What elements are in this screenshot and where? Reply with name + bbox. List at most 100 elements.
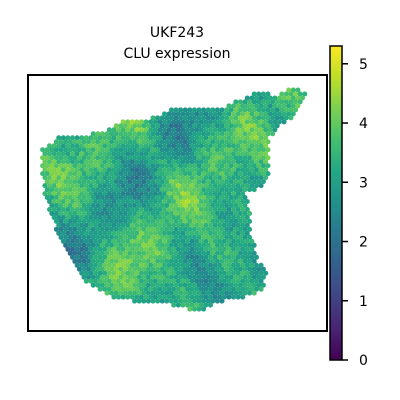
spot: [148, 119, 154, 125]
spot: [219, 203, 225, 208]
spot: [113, 250, 119, 256]
spot: [72, 139, 78, 145]
spot: [157, 175, 163, 181]
spot: [196, 155, 202, 161]
spot: [242, 218, 248, 224]
spot: [178, 226, 184, 232]
spot: [116, 143, 121, 149]
spot: [150, 123, 156, 129]
spot: [237, 139, 243, 145]
spot: [106, 254, 112, 260]
spot: [65, 199, 71, 204]
spot: [88, 191, 94, 197]
spot: [164, 155, 170, 161]
spot: [90, 266, 96, 272]
spot: [111, 230, 117, 236]
spot: [162, 222, 167, 228]
spot: [99, 195, 105, 200]
spot: [109, 274, 115, 280]
spot: [189, 207, 195, 212]
spot: [70, 191, 75, 197]
spot: [97, 183, 103, 189]
spot: [226, 135, 232, 141]
spot: [173, 282, 179, 288]
plot-frame: [27, 74, 328, 332]
spot: [228, 203, 234, 208]
spot: [104, 218, 110, 224]
spot: [141, 179, 147, 185]
spot: [224, 139, 230, 145]
spot: [182, 250, 188, 256]
spot: [254, 103, 259, 109]
spot: [201, 163, 207, 169]
spot: [155, 298, 161, 304]
spot: [210, 179, 216, 185]
spot: [155, 234, 161, 240]
spot: [88, 222, 94, 228]
spot: [272, 103, 278, 109]
spot: [49, 179, 55, 185]
spot: [175, 183, 181, 189]
spot: [58, 155, 64, 161]
spot: [242, 266, 248, 272]
spot: [162, 159, 167, 165]
spot: [201, 187, 207, 193]
spot: [81, 250, 87, 256]
spot: [125, 215, 131, 220]
spot: [152, 254, 158, 260]
spot: [74, 230, 80, 236]
spot: [102, 246, 108, 252]
spot: [164, 123, 170, 129]
spot: [247, 211, 253, 216]
spot: [90, 211, 96, 216]
colorbar-tick-label: 2: [359, 235, 368, 251]
spot: [134, 191, 140, 197]
spot: [127, 290, 133, 296]
spot: [118, 290, 124, 296]
spot: [99, 203, 105, 208]
spot: [164, 195, 170, 200]
spot: [228, 115, 234, 121]
spot: [198, 270, 204, 276]
spot: [203, 278, 209, 284]
spot: [129, 119, 135, 125]
spot: [228, 274, 234, 280]
spot: [122, 242, 128, 248]
spot: [254, 270, 259, 276]
spot: [233, 266, 239, 272]
spot: [224, 266, 230, 272]
spot: [228, 147, 234, 153]
spot: [237, 250, 243, 256]
spot: [65, 167, 71, 173]
spot: [182, 203, 188, 208]
spot: [286, 111, 292, 117]
spot: [251, 131, 257, 137]
spot: [240, 215, 246, 220]
spot: [83, 151, 89, 157]
spot: [136, 234, 142, 240]
spot: [214, 226, 220, 232]
spot: [97, 222, 103, 228]
spot: [283, 99, 289, 105]
spot: [132, 195, 138, 200]
spot: [60, 151, 66, 157]
spot: [111, 135, 117, 141]
spot: [237, 290, 243, 296]
spot: [242, 131, 248, 137]
spot: [118, 258, 124, 264]
spot: [240, 222, 246, 228]
spot: [148, 159, 154, 165]
spot: [70, 230, 75, 236]
spot: [63, 139, 69, 145]
spot: [198, 151, 204, 157]
spot: [175, 278, 181, 284]
spot: [109, 179, 115, 185]
spot: [83, 222, 89, 228]
spot: [166, 199, 172, 204]
spot: [99, 131, 105, 137]
spot: [83, 199, 89, 204]
spot: [152, 143, 158, 149]
spot: [196, 274, 202, 280]
spot: [254, 262, 259, 268]
spot: [205, 171, 211, 177]
